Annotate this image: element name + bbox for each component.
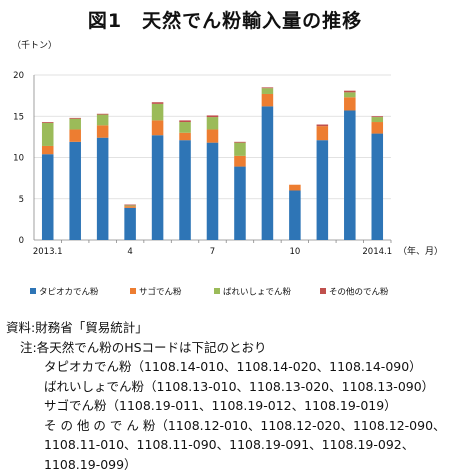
- y-tick-label: 15: [13, 112, 24, 122]
- source-note: 資料:財務省「貿易統計」: [6, 318, 446, 338]
- legend-item: ばれいしょでん粉: [214, 287, 292, 298]
- x-tick-label: 2013.1: [33, 247, 63, 257]
- bar-other-0: [42, 122, 54, 123]
- x-axis-label: （年、月）: [398, 245, 443, 257]
- bar-tapioca-9: [289, 191, 301, 241]
- bar-other-11: [344, 91, 356, 93]
- notes: 資料:財務省「貿易統計」 注:各天然でん粉のHSコードは下記のとおり タピオカで…: [6, 318, 446, 474]
- legend-swatch: [320, 288, 326, 294]
- bar-tapioca-7: [234, 167, 246, 240]
- y-tick-label: 5: [19, 195, 24, 205]
- y-tick-label: 20: [13, 71, 24, 81]
- bar-other-10: [317, 125, 329, 127]
- bar-potato-12: [372, 117, 384, 122]
- legend-item: その他のでん粉: [320, 287, 389, 298]
- bar-other-4: [152, 102, 164, 104]
- bar-tapioca-3: [124, 208, 136, 240]
- bar-tapioca-12: [372, 134, 384, 240]
- bar-potato-6: [207, 117, 219, 129]
- bar-tapioca-1: [69, 142, 81, 240]
- other-code-line-1: そ の 他 の で ん 粉（1108.12-010、1108.12-020、11…: [6, 416, 446, 436]
- legend-swatch: [214, 288, 220, 294]
- bar-potato-1: [69, 119, 81, 130]
- legend-label: ばれいしょでん粉: [223, 287, 292, 298]
- legend-swatch: [130, 288, 136, 294]
- bar-other-7: [234, 142, 246, 143]
- other-code-line-2: 1108.11-010、1108.11-090、1108.19-091、1108…: [6, 435, 446, 455]
- bar-tapioca-5: [179, 140, 191, 240]
- legend-item: タピオカでん粉: [30, 287, 99, 298]
- bar-other-2: [97, 114, 109, 115]
- y-axis-label: （千トン）: [12, 40, 57, 51]
- x-tick-label: 7: [210, 247, 215, 257]
- bar-potato-4: [152, 104, 164, 121]
- sago-code-line: サゴでん粉（1108.19-011、1108.19-012、1108.19-01…: [6, 396, 446, 416]
- bar-tapioca-11: [344, 110, 356, 240]
- bar-other-5: [179, 120, 191, 122]
- legend-swatch: [30, 288, 36, 294]
- legend-label: タピオカでん粉: [39, 287, 99, 298]
- bar-sago-11: [344, 97, 356, 110]
- bar-potato-5: [179, 122, 191, 133]
- x-tick-label: 4: [127, 247, 132, 257]
- potato-code-line: ばれいしょでん粉（1108.13-010、1108.13-020、1108.13…: [6, 377, 446, 397]
- bar-sago-9: [289, 185, 301, 191]
- bar-sago-2: [97, 125, 109, 137]
- bar-tapioca-8: [262, 106, 274, 240]
- other-code-line-3: 1108.19-099）: [6, 455, 446, 474]
- bar-potato-2: [97, 115, 109, 126]
- bar-other-3: [124, 205, 136, 206]
- bar-potato-11: [344, 92, 356, 97]
- legend-label: サゴでん粉: [139, 287, 182, 298]
- bar-other-1: [69, 118, 81, 119]
- stacked-bar-chart: （千トン） 0 5 10 15 20 2013.1 4 7 10 2014.1 （年、月） タピオカで…: [0, 36, 450, 314]
- bar-sago-12: [372, 122, 384, 134]
- bar-tapioca-10: [317, 140, 329, 240]
- bar-potato-8: [262, 88, 274, 94]
- bar-tapioca-4: [152, 135, 164, 240]
- bar-sago-10: [317, 126, 329, 140]
- bar-tapioca-6: [207, 143, 219, 240]
- legend-label: その他のでん粉: [329, 287, 389, 298]
- bar-potato-3: [124, 205, 136, 206]
- y-tick-label: 10: [13, 154, 24, 164]
- bar-sago-0: [42, 146, 54, 154]
- bar-other-6: [207, 115, 219, 117]
- bar-tapioca-2: [97, 138, 109, 240]
- y-tick-label: 0: [19, 236, 24, 246]
- legend-item: サゴでん粉: [130, 287, 182, 298]
- bar-sago-1: [69, 129, 81, 141]
- hs-code-note: 注:各天然でん粉のHSコードは下記のとおり: [6, 338, 446, 358]
- tapioca-code-line: タピオカでん粉（1108.14-010、1108.14-020、1108.14-…: [6, 357, 446, 377]
- bar-other-12: [372, 116, 384, 117]
- bar-sago-3: [124, 206, 136, 208]
- bar-sago-4: [152, 120, 164, 135]
- bar-sago-6: [207, 129, 219, 142]
- bar-sago-5: [179, 133, 191, 140]
- bar-tapioca-0: [42, 154, 54, 240]
- chart-title: 図1 天然でん粉輸入量の推移: [0, 6, 450, 33]
- bar-sago-8: [262, 94, 274, 106]
- bar-other-8: [262, 87, 274, 88]
- bar-sago-7: [234, 156, 246, 167]
- bar-potato-0: [42, 123, 54, 146]
- x-tick-label: 10: [289, 247, 300, 257]
- x-tick-label: 2014.1: [362, 247, 392, 257]
- bar-potato-7: [234, 143, 246, 156]
